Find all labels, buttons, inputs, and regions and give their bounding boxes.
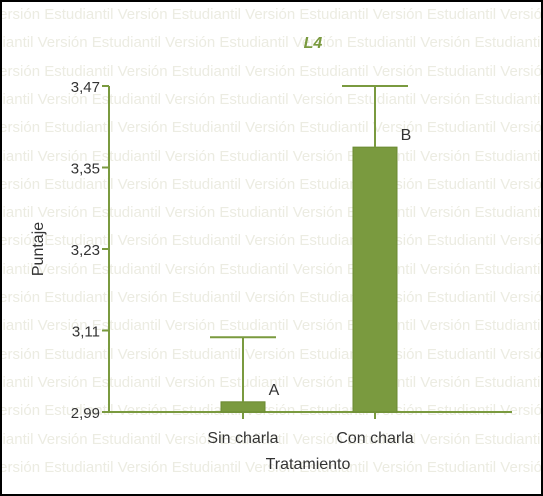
- y-tick-label: 3,35: [71, 161, 100, 178]
- x-tick-label: Con charla: [336, 430, 413, 447]
- bar: [220, 401, 266, 413]
- y-axis: 2,99 3,11 3,23 3,35 3,47: [71, 79, 110, 422]
- y-axis-label: Puntaje: [30, 222, 47, 276]
- chart-title: L4: [304, 35, 323, 52]
- significance-letter: B: [401, 127, 412, 144]
- x-tick-label: Sin charla: [207, 430, 278, 447]
- x-axis-label: Tratamiento: [266, 456, 351, 473]
- y-tick-label: 3,23: [71, 242, 100, 259]
- error-bars: [210, 85, 408, 402]
- significance-letter: A: [269, 382, 280, 399]
- bar: [352, 146, 398, 413]
- bars: [220, 146, 398, 413]
- y-tick-label: 3,11: [72, 324, 100, 341]
- x-axis: Sin charla Con charla: [109, 411, 512, 447]
- y-tick-label: 2,99: [71, 405, 100, 422]
- significance-letters: AB: [269, 127, 412, 399]
- y-tick-label: 3,47: [71, 79, 100, 96]
